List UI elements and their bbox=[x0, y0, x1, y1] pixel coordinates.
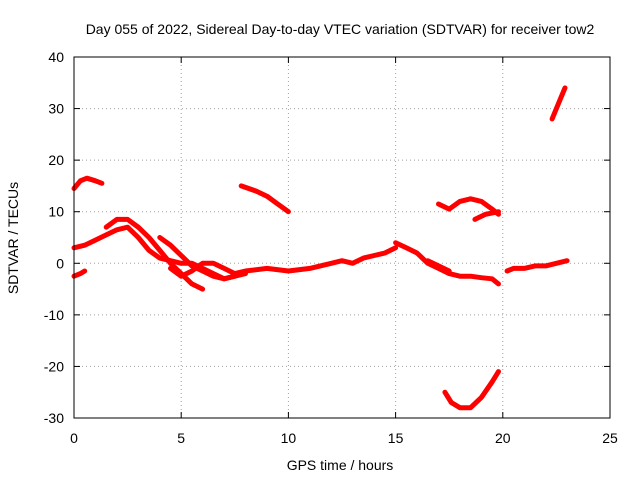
y-tick-label-0: -30 bbox=[44, 410, 64, 426]
y-tick-label-3: 0 bbox=[56, 255, 64, 271]
series-line-s4 bbox=[103, 216, 206, 292]
chart-title: Day 055 of 2022, Sidereal Day-to-day VTE… bbox=[86, 21, 595, 37]
plot-frame bbox=[73, 56, 611, 419]
x-tick-label-2: 10 bbox=[281, 430, 297, 446]
series-line-s11 bbox=[436, 196, 501, 217]
y-tick-label-1: -20 bbox=[44, 358, 64, 374]
series-line-s1 bbox=[71, 175, 105, 191]
x-tick-label-0: 0 bbox=[70, 430, 78, 446]
series-line-s2 bbox=[71, 268, 88, 279]
y-tick-label-4: 10 bbox=[48, 204, 64, 220]
series-line-s15 bbox=[549, 85, 568, 122]
x-tick-label-4: 20 bbox=[495, 430, 511, 446]
y-tick-label-6: 30 bbox=[48, 101, 64, 117]
series-line-s13 bbox=[442, 369, 501, 411]
grid-lines bbox=[74, 57, 610, 418]
y-tick-label-7: 40 bbox=[48, 49, 64, 65]
x-tick-label-5: 25 bbox=[602, 430, 618, 446]
series-line-s10 bbox=[425, 258, 452, 274]
x-tick-label-1: 5 bbox=[177, 430, 185, 446]
y-tick-label-5: 20 bbox=[48, 152, 64, 168]
axis-ticks: 0 5 10 15 20 25 -30 -20 -10 0 10 20 30 40 bbox=[44, 49, 618, 446]
series-group bbox=[71, 85, 570, 411]
y-tick-label-2: -10 bbox=[44, 307, 64, 323]
series-line-s9 bbox=[393, 240, 501, 287]
series-line-s12 bbox=[472, 209, 501, 222]
series-line-s6 bbox=[168, 260, 238, 279]
series-line-s8 bbox=[238, 183, 291, 215]
series-line-s7 bbox=[232, 245, 399, 277]
y-axis-label: SDTVAR / TECUs bbox=[5, 182, 21, 294]
x-axis-label: GPS time / hours bbox=[287, 457, 394, 473]
series-line-s14 bbox=[504, 258, 570, 274]
x-tick-label-3: 15 bbox=[388, 430, 404, 446]
